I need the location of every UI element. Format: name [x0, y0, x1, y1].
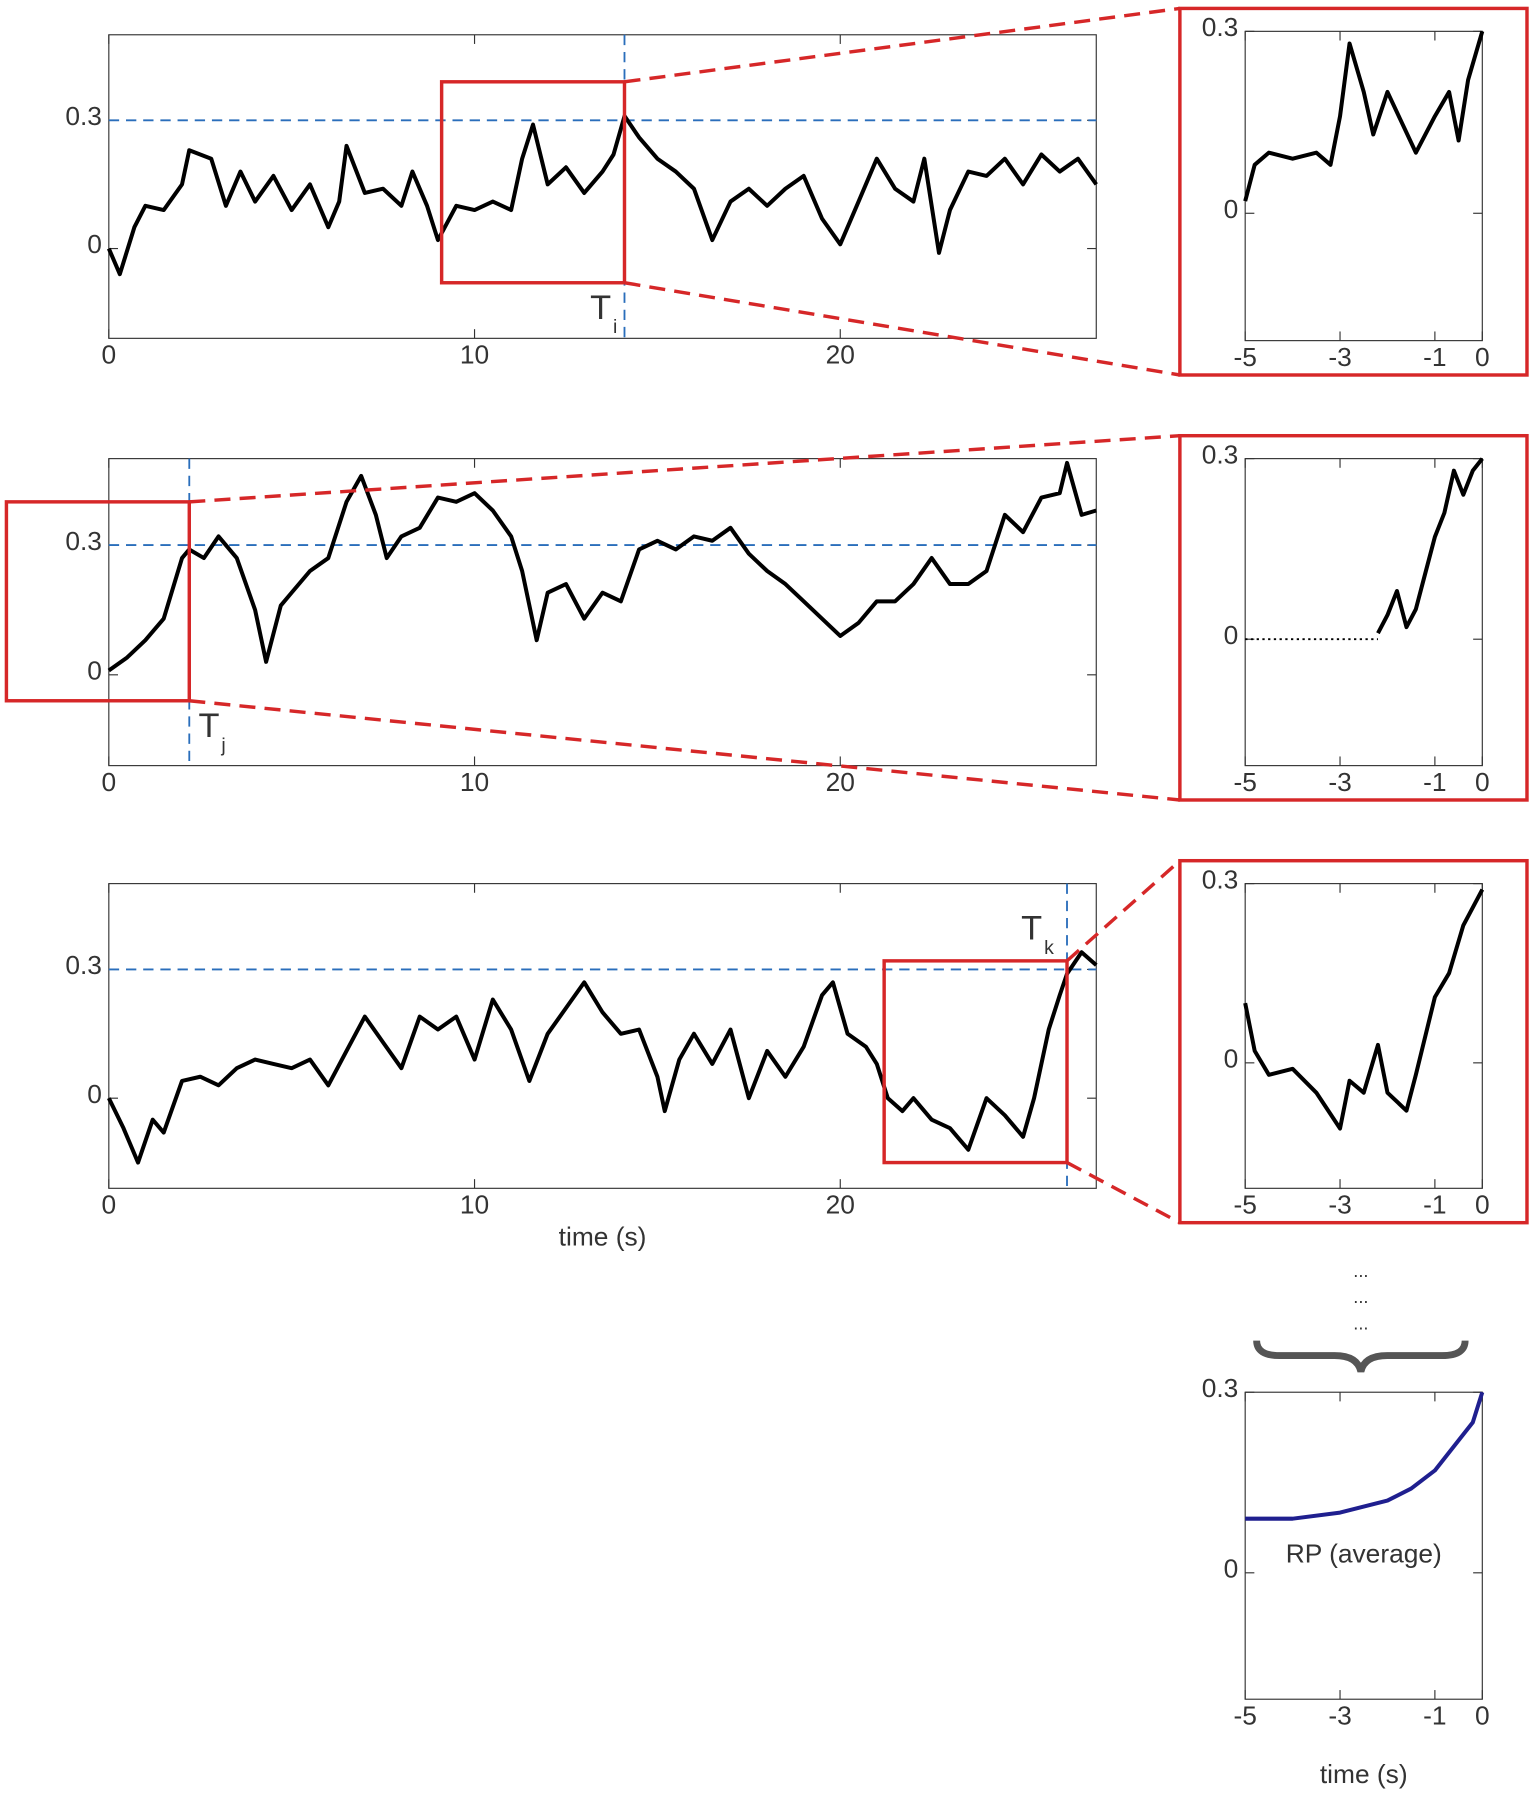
zoom-frame [1178, 433, 1529, 802]
y-tick-label: 0 [1224, 1044, 1239, 1074]
x-tick-label: -5 [1233, 1701, 1256, 1731]
crossing-label: T [590, 289, 611, 327]
y-tick-label: 0.3 [65, 950, 102, 980]
crossing-subscript: k [1044, 937, 1054, 959]
connector [624, 6, 1181, 84]
annotation: RP (average) [1286, 1539, 1442, 1569]
axes-frame [1244, 30, 1483, 342]
window-box [4, 500, 192, 703]
x-tick-label: -3 [1328, 1701, 1351, 1731]
axes-frame [108, 34, 1097, 339]
ellipsis: ... [1353, 1286, 1368, 1307]
x-tick-label: 0 [1475, 342, 1490, 372]
x-tick-label: -1 [1423, 1190, 1446, 1220]
x-tick-label: -1 [1423, 1701, 1446, 1731]
line-series [1243, 888, 1485, 1131]
x-tick-label: 0 [101, 767, 116, 797]
x-tick-label: -1 [1423, 342, 1446, 372]
line-series [107, 460, 1097, 673]
window-box [439, 80, 627, 285]
y-tick-label: 0 [87, 229, 102, 259]
crossing-label: T [198, 707, 219, 745]
line-series [107, 950, 1098, 1165]
x-tick-label: 10 [460, 340, 489, 370]
x-axis-label: time (s) [1320, 1759, 1408, 1789]
y-tick-label: 0.3 [1202, 1373, 1239, 1403]
x-tick-label: -5 [1233, 1190, 1256, 1220]
axes-frame [1244, 458, 1483, 767]
y-tick-label: 0.3 [65, 101, 102, 131]
line-series [106, 113, 1098, 277]
crossing-subscript: j [220, 734, 225, 756]
y-tick-label: 0.3 [65, 526, 102, 556]
zoom-frame [1178, 858, 1529, 1225]
x-tick-label: 10 [460, 767, 489, 797]
axes-frame [108, 458, 1097, 767]
y-tick-label: 0 [87, 1079, 102, 1109]
x-tick-label: 20 [826, 1190, 855, 1220]
axes-frame [108, 883, 1097, 1189]
axes-frame [1244, 1391, 1483, 1700]
zoom-frame [1178, 6, 1529, 377]
x-tick-label: 0 [1475, 1701, 1490, 1731]
axes-frame [1244, 883, 1483, 1189]
x-tick-label: 0 [1475, 767, 1490, 797]
x-tick-label: -3 [1328, 1190, 1351, 1220]
x-tick-label: 0 [101, 340, 116, 370]
connector [189, 699, 1181, 802]
x-tick-label: -5 [1233, 342, 1256, 372]
y-tick-label: 0.3 [1202, 864, 1239, 894]
y-tick-label: 0 [1224, 194, 1239, 224]
x-tick-label: -3 [1328, 767, 1351, 797]
x-tick-label: -3 [1328, 342, 1351, 372]
connector [1066, 1161, 1181, 1225]
x-tick-label: 0 [101, 1190, 116, 1220]
x-tick-label: -1 [1423, 767, 1446, 797]
ellipsis: ... [1353, 1260, 1368, 1281]
window-box [882, 959, 1069, 1165]
connector [624, 281, 1181, 377]
connector [189, 433, 1181, 504]
x-axis-label: time (s) [559, 1222, 647, 1252]
crossing-subscript: i [613, 316, 617, 338]
y-tick-label: 0 [87, 655, 102, 685]
x-tick-label: -5 [1233, 767, 1256, 797]
line-series [1243, 30, 1485, 202]
x-tick-label: 0 [1475, 1190, 1490, 1220]
line-series [1245, 1391, 1485, 1521]
ellipsis: ... [1353, 1312, 1368, 1333]
crossing-label: T [1021, 910, 1042, 948]
y-tick-label: 0 [1224, 1553, 1239, 1583]
connector [1065, 859, 1182, 963]
y-tick-label: 0.3 [1202, 12, 1239, 42]
y-tick-label: 0 [1224, 620, 1239, 650]
x-tick-label: 10 [460, 1190, 489, 1220]
y-tick-label: 0.3 [1202, 439, 1239, 469]
line-series [1376, 457, 1484, 635]
brace [1253, 1340, 1469, 1373]
x-tick-label: 20 [826, 340, 855, 370]
x-tick-label: 20 [826, 767, 855, 797]
